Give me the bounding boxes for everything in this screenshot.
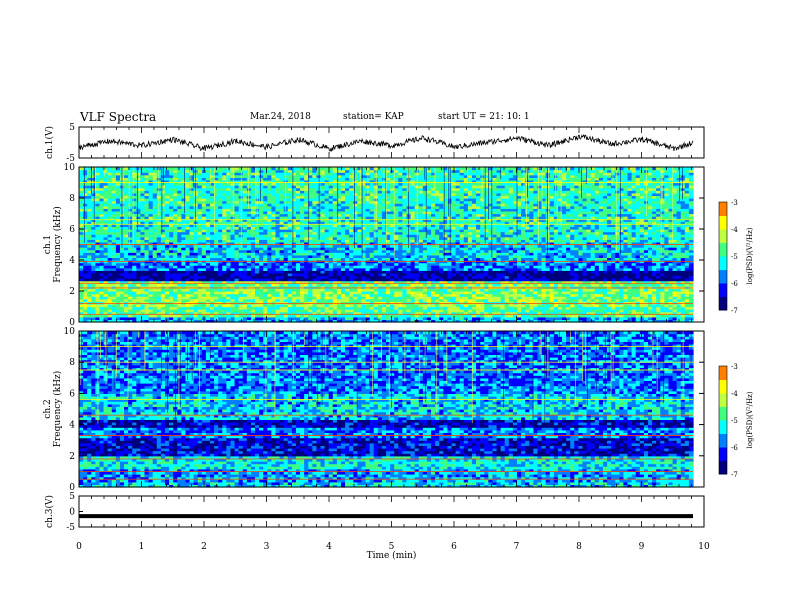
- spectrogram-ch1: [79, 167, 727, 323]
